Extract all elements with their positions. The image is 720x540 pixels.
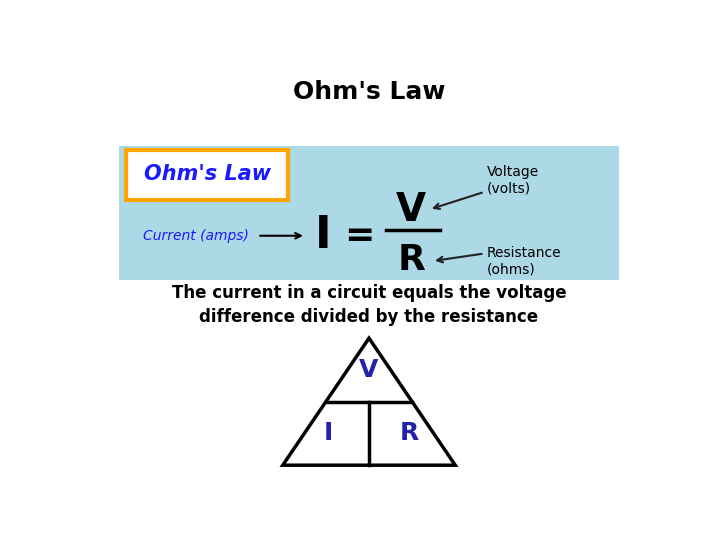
Text: Ohm's Law: Ohm's Law (144, 164, 271, 184)
Text: V: V (396, 191, 426, 228)
Text: Resistance
(ohms): Resistance (ohms) (487, 246, 562, 276)
Text: R: R (400, 421, 420, 445)
Text: R: R (397, 244, 426, 278)
Text: I: I (315, 214, 331, 257)
Text: Voltage
(volts): Voltage (volts) (487, 165, 539, 195)
Text: =: = (345, 219, 375, 253)
FancyBboxPatch shape (127, 150, 288, 200)
Text: Ohm's Law: Ohm's Law (293, 80, 445, 104)
Text: Current (amps): Current (amps) (143, 229, 248, 243)
FancyBboxPatch shape (119, 146, 619, 280)
Text: V: V (359, 358, 379, 382)
Text: The current in a circuit equals the voltage
difference divided by the resistance: The current in a circuit equals the volt… (171, 284, 567, 326)
Text: I: I (323, 421, 333, 445)
Polygon shape (283, 338, 455, 465)
